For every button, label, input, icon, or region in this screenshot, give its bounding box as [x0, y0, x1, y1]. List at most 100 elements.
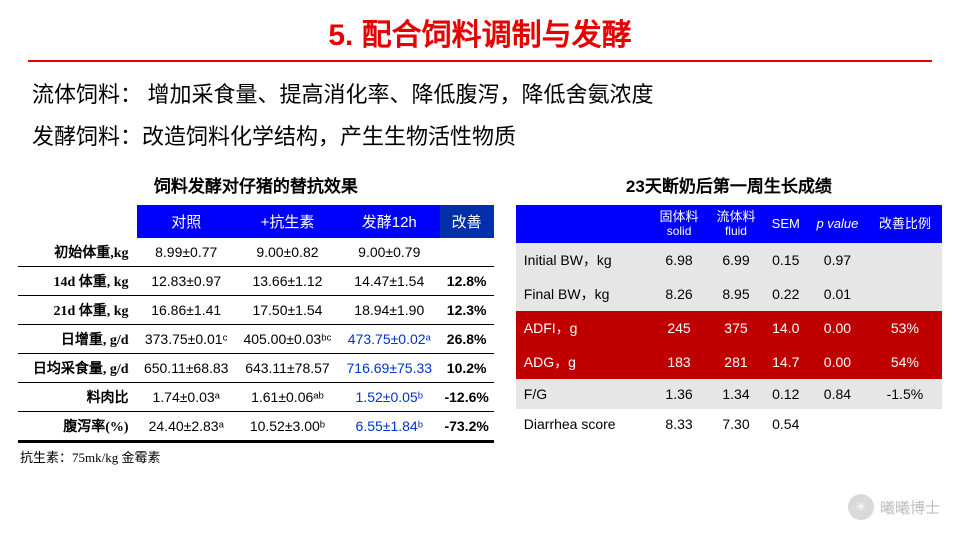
cell-antibio: 405.00±0.03ᵇᶜ	[236, 324, 339, 353]
table-row: 14d 体重, kg12.83±0.9713.66±1.1214.47±1.54…	[18, 266, 494, 295]
cell-control: 650.11±68.83	[137, 353, 236, 382]
lh-control: 对照	[137, 205, 236, 238]
table-row: ADFI，g24537514.00.0053%	[516, 311, 942, 345]
cell: 0.54	[764, 409, 807, 439]
cell: 8.26	[651, 277, 708, 311]
left-table: 对照 +抗生素 发酵12h 改善 初始体重,kg8.99±0.779.00±0.…	[18, 205, 494, 441]
lh-antibio: +抗生素	[236, 205, 339, 238]
cell: 1.36	[651, 379, 708, 409]
cell-ferment: 473.75±0.02ᵃ	[339, 324, 439, 353]
lh-improve: 改善	[440, 205, 494, 238]
cell	[868, 277, 942, 311]
metric-label: Initial BW，kg	[516, 243, 651, 277]
wechat-icon: ✳	[848, 494, 874, 520]
cell: 0.01	[807, 277, 868, 311]
cell-control: 24.40±2.83ᵃ	[137, 411, 236, 440]
table-row: 日均采食量, g/d650.11±68.83643.11±78.57716.69…	[18, 353, 494, 382]
cell: 54%	[868, 345, 942, 379]
cell: 14.7	[764, 345, 807, 379]
cell-antibio: 643.11±78.57	[236, 353, 339, 382]
cell-ferment: 18.94±1.90	[339, 295, 439, 324]
cell-ferment: 1.52±0.05ᵇ	[339, 382, 439, 411]
watermark: ✳ 曦曦博士	[848, 494, 940, 520]
cell-control: 16.86±1.41	[137, 295, 236, 324]
cell-antibio: 13.66±1.12	[236, 266, 339, 295]
cell: 0.00	[807, 345, 868, 379]
cell: 14.0	[764, 311, 807, 345]
cell: -1.5%	[868, 379, 942, 409]
cell: 0.12	[764, 379, 807, 409]
cell: 0.22	[764, 277, 807, 311]
cell-antibio: 1.61±0.06ᵃᵇ	[236, 382, 339, 411]
cell-antibio: 9.00±0.82	[236, 238, 339, 267]
metric-label: F/G	[516, 379, 651, 409]
cell-control: 1.74±0.03ᵃ	[137, 382, 236, 411]
rh-blank	[516, 205, 651, 243]
table-row: F/G1.361.340.120.84-1.5%	[516, 379, 942, 409]
cell-ferment: 6.55±1.84ᵇ	[339, 411, 439, 440]
table-row: 料肉比1.74±0.03ᵃ1.61±0.06ᵃᵇ1.52±0.05ᵇ-12.6%	[18, 382, 494, 411]
rh-pval: p value	[807, 205, 868, 243]
cell-ferment: 716.69±75.33	[339, 353, 439, 382]
table-row: Final BW，kg8.268.950.220.01	[516, 277, 942, 311]
cell-ferment: 9.00±0.79	[339, 238, 439, 267]
metric-label: Diarrhea score	[516, 409, 651, 439]
cell: 281	[708, 345, 765, 379]
cell: 7.30	[708, 409, 765, 439]
cell	[868, 243, 942, 277]
intro-line-1: 流体饲料： 增加采食量、提高消化率、降低腹泻，降低舍氨浓度	[32, 74, 928, 116]
table-row: 21d 体重, kg16.86±1.4117.50±1.5418.94±1.90…	[18, 295, 494, 324]
slide-title: 5. 配合饲料调制与发酵	[0, 0, 960, 60]
cell: 0.15	[764, 243, 807, 277]
intro-text: 流体饲料： 增加采食量、提高消化率、降低腹泻，降低舍氨浓度 发酵饲料：改造饲料化…	[0, 74, 960, 168]
metric-label: 腹泻率(%)	[18, 411, 137, 440]
cell-improve	[440, 238, 494, 267]
intro-line-2: 发酵饲料：改造饲料化学结构，产生生物活性物质	[32, 116, 928, 158]
left-table-title: 饲料发酵对仔猪的替抗效果	[18, 168, 494, 205]
metric-label: ADFI，g	[516, 311, 651, 345]
left-panel: 饲料发酵对仔猪的替抗效果 对照 +抗生素 发酵12h 改善 初始体重,kg8.9…	[18, 168, 494, 470]
metric-label: 初始体重,kg	[18, 238, 137, 267]
cell-improve: -73.2%	[440, 411, 494, 440]
left-footnote: 抗生素：75mk/kg 金霉素	[18, 441, 494, 470]
cell: 8.95	[708, 277, 765, 311]
cell-control: 12.83±0.97	[137, 266, 236, 295]
cell-control: 8.99±0.77	[137, 238, 236, 267]
metric-label: 日增重, g/d	[18, 324, 137, 353]
table-row: 初始体重,kg8.99±0.779.00±0.829.00±0.79	[18, 238, 494, 267]
cell-ferment: 14.47±1.54	[339, 266, 439, 295]
rh-sem: SEM	[764, 205, 807, 243]
metric-label: 料肉比	[18, 382, 137, 411]
right-table: 固体料solid 流体料fluid SEM p value 改善比例 Initi…	[516, 205, 942, 439]
cell-control: 373.75±0.01ᶜ	[137, 324, 236, 353]
cell-improve: 12.3%	[440, 295, 494, 324]
cell: 183	[651, 345, 708, 379]
rh-fluid: 流体料fluid	[708, 205, 765, 243]
table-row: Initial BW，kg6.986.990.150.97	[516, 243, 942, 277]
table-row: 腹泻率(%)24.40±2.83ᵃ10.52±3.00ᵇ6.55±1.84ᵇ-7…	[18, 411, 494, 440]
table-row: Diarrhea score8.337.300.54	[516, 409, 942, 439]
cell: 0.97	[807, 243, 868, 277]
cell: 53%	[868, 311, 942, 345]
cell: 0.00	[807, 311, 868, 345]
cell: 245	[651, 311, 708, 345]
cell	[807, 409, 868, 439]
metric-label: ADG，g	[516, 345, 651, 379]
metric-label: 日均采食量, g/d	[18, 353, 137, 382]
lh-ferment: 发酵12h	[339, 205, 439, 238]
table-row: 日增重, g/d373.75±0.01ᶜ405.00±0.03ᵇᶜ473.75±…	[18, 324, 494, 353]
cell-improve: 10.2%	[440, 353, 494, 382]
cell-improve: -12.6%	[440, 382, 494, 411]
cell: 375	[708, 311, 765, 345]
title-divider	[28, 60, 932, 62]
cell: 8.33	[651, 409, 708, 439]
cell-antibio: 17.50±1.54	[236, 295, 339, 324]
rh-solid: 固体料solid	[651, 205, 708, 243]
right-panel: 23天断奶后第一周生长成绩 固体料solid 流体料fluid SEM p va…	[516, 168, 942, 470]
metric-label: 14d 体重, kg	[18, 266, 137, 295]
metric-label: 21d 体重, kg	[18, 295, 137, 324]
cell-antibio: 10.52±3.00ᵇ	[236, 411, 339, 440]
lh-blank	[18, 205, 137, 238]
cell-improve: 26.8%	[440, 324, 494, 353]
tables-row: 饲料发酵对仔猪的替抗效果 对照 +抗生素 发酵12h 改善 初始体重,kg8.9…	[0, 168, 960, 470]
